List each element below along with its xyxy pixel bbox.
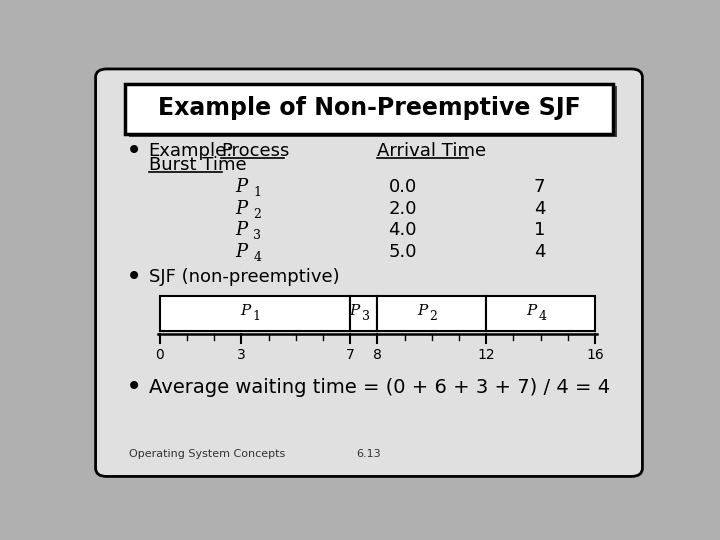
Text: 2: 2 xyxy=(253,207,261,220)
Text: 1: 1 xyxy=(253,310,261,323)
Text: 0: 0 xyxy=(156,348,164,362)
Text: 8: 8 xyxy=(373,348,382,362)
Text: P: P xyxy=(235,221,247,239)
Text: •: • xyxy=(126,263,143,291)
Text: 5.0: 5.0 xyxy=(389,243,417,261)
Bar xyxy=(486,295,595,331)
Text: SJF (non-preemptive): SJF (non-preemptive) xyxy=(148,268,339,286)
Text: Average waiting time = (0 + 6 + 3 + 7) / 4 = 4: Average waiting time = (0 + 6 + 3 + 7) /… xyxy=(148,377,610,396)
Text: P: P xyxy=(526,304,536,318)
Text: Example of Non-Preemptive SJF: Example of Non-Preemptive SJF xyxy=(158,97,580,120)
Text: 12: 12 xyxy=(477,348,495,362)
Text: Example:: Example: xyxy=(148,142,233,160)
Text: 2: 2 xyxy=(430,310,438,323)
Bar xyxy=(377,295,486,331)
Text: 1: 1 xyxy=(253,186,261,199)
Text: 1: 1 xyxy=(534,221,545,239)
Text: P: P xyxy=(235,178,247,196)
Bar xyxy=(160,295,350,331)
Text: 3: 3 xyxy=(237,348,246,362)
Text: 4: 4 xyxy=(253,251,261,264)
Text: 0.0: 0.0 xyxy=(389,178,417,196)
FancyBboxPatch shape xyxy=(129,86,617,137)
Text: P: P xyxy=(349,304,359,318)
FancyBboxPatch shape xyxy=(96,69,642,476)
Text: Operating System Concepts: Operating System Concepts xyxy=(129,449,285,460)
Bar xyxy=(350,295,377,331)
Text: 3: 3 xyxy=(361,310,369,323)
Text: 4: 4 xyxy=(534,243,545,261)
Text: Arrival Time: Arrival Time xyxy=(377,142,487,160)
Text: 16: 16 xyxy=(586,348,604,362)
Text: P: P xyxy=(240,304,251,318)
Text: 4.0: 4.0 xyxy=(389,221,417,239)
Text: 7: 7 xyxy=(534,178,545,196)
Text: P: P xyxy=(235,200,247,218)
Text: P: P xyxy=(235,243,247,261)
Text: 7: 7 xyxy=(346,348,354,362)
Text: Process: Process xyxy=(221,142,289,160)
Text: 3: 3 xyxy=(253,229,261,242)
Text: •: • xyxy=(126,137,143,165)
Text: P: P xyxy=(417,304,427,318)
Text: 6.13: 6.13 xyxy=(356,449,382,460)
Text: 4: 4 xyxy=(539,310,546,323)
Text: 2.0: 2.0 xyxy=(389,200,417,218)
FancyBboxPatch shape xyxy=(125,84,613,134)
Text: •: • xyxy=(126,373,143,401)
Text: Burst Time: Burst Time xyxy=(148,157,246,174)
Text: 4: 4 xyxy=(534,200,545,218)
